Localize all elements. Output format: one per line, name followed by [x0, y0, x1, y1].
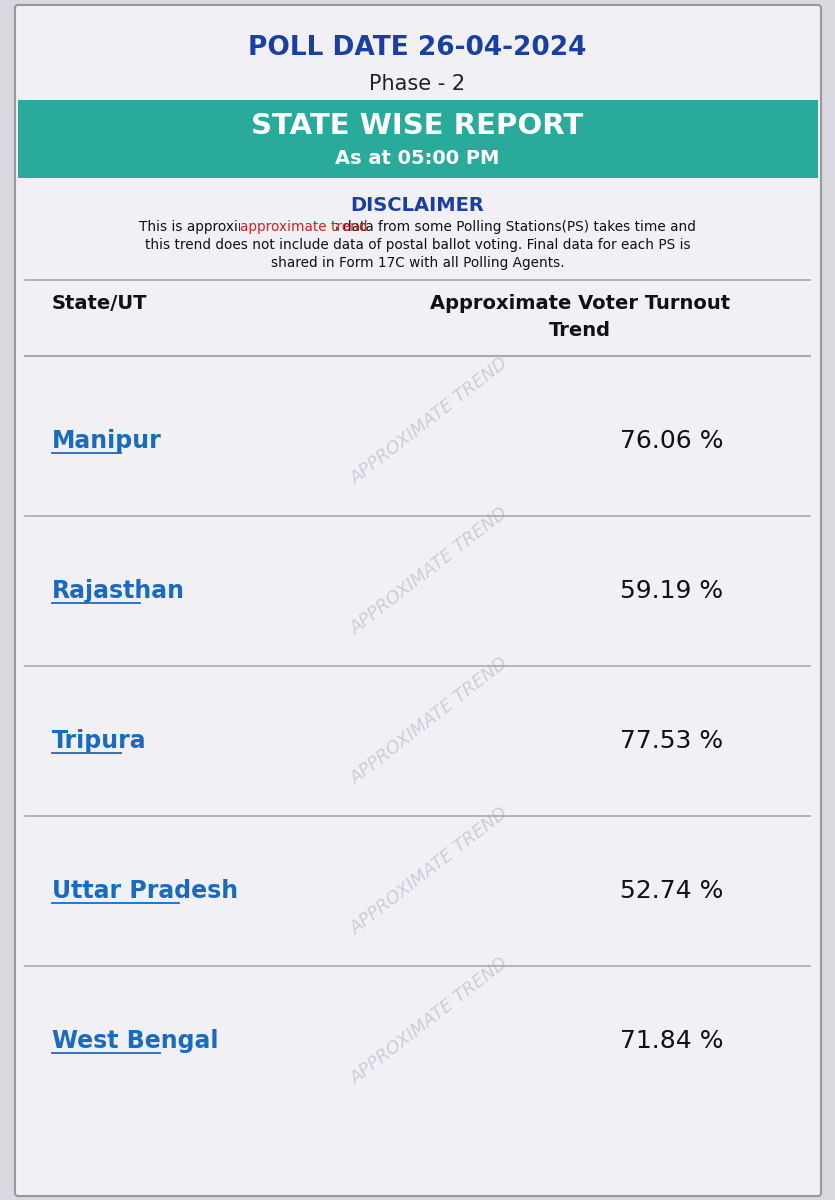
- Text: APPROXIMATE TREND: APPROXIMATE TREND: [347, 954, 513, 1088]
- Text: this trend does not include data of postal ballot voting. Final data for each PS: this trend does not include data of post…: [144, 238, 691, 252]
- Text: Approximate Voter Turnout
Trend: Approximate Voter Turnout Trend: [430, 294, 730, 340]
- Text: 77.53 %: 77.53 %: [620, 728, 723, 754]
- Text: 59.19 %: 59.19 %: [620, 578, 723, 602]
- Text: Phase - 2: Phase - 2: [369, 74, 466, 94]
- Text: approximate trend: approximate trend: [240, 220, 367, 234]
- Text: Manipur: Manipur: [52, 428, 162, 452]
- Text: 52.74 %: 52.74 %: [620, 878, 723, 902]
- Text: Uttar Pradesh: Uttar Pradesh: [52, 878, 238, 902]
- FancyBboxPatch shape: [18, 100, 818, 178]
- Text: shared in Form 17C with all Polling Agents.: shared in Form 17C with all Polling Agen…: [271, 256, 564, 270]
- Text: 76.06 %: 76.06 %: [620, 428, 723, 452]
- Bar: [240, 218, 337, 235]
- Text: 71.84 %: 71.84 %: [620, 1028, 723, 1054]
- Text: West Bengal: West Bengal: [52, 1028, 219, 1054]
- Text: Tripura: Tripura: [52, 728, 147, 754]
- Text: APPROXIMATE TREND: APPROXIMATE TREND: [347, 504, 513, 638]
- Text: This is approximate trend, as data from some Polling Stations(PS) takes time and: This is approximate trend, as data from …: [139, 220, 696, 234]
- FancyBboxPatch shape: [15, 5, 821, 1196]
- Text: APPROXIMATE TREND: APPROXIMATE TREND: [347, 804, 513, 938]
- Text: APPROXIMATE TREND: APPROXIMATE TREND: [347, 354, 513, 488]
- Text: Rajasthan: Rajasthan: [52, 578, 185, 602]
- Text: STATE WISE REPORT: STATE WISE REPORT: [251, 112, 584, 140]
- Text: POLL DATE 26-04-2024: POLL DATE 26-04-2024: [248, 35, 587, 61]
- Text: DISCLAIMER: DISCLAIMER: [351, 196, 484, 215]
- Text: As at 05:00 PM: As at 05:00 PM: [336, 149, 499, 168]
- Text: State/UT: State/UT: [52, 294, 148, 313]
- Text: APPROXIMATE TREND: APPROXIMATE TREND: [347, 654, 513, 788]
